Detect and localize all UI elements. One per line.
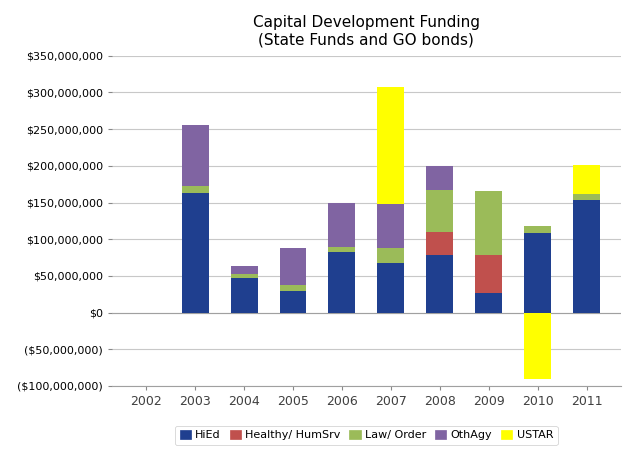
Bar: [476, 255, 502, 293]
Bar: [573, 200, 600, 312]
Bar: [280, 291, 307, 312]
Bar: [426, 232, 453, 255]
Bar: [328, 246, 355, 252]
Title: Capital Development Funding
(State Funds and GO bonds): Capital Development Funding (State Funds…: [253, 15, 480, 48]
Bar: [476, 293, 502, 312]
Bar: [426, 166, 453, 190]
Bar: [182, 193, 209, 312]
Bar: [328, 252, 355, 312]
Bar: [378, 204, 404, 248]
Bar: [280, 285, 307, 291]
Bar: [573, 165, 600, 194]
Bar: [426, 190, 453, 232]
Bar: [426, 255, 453, 312]
Bar: [230, 274, 257, 278]
Bar: [230, 266, 257, 274]
Bar: [378, 263, 404, 312]
Bar: [524, 226, 551, 233]
Legend: HiEd, Healthy/ HumSrv, Law/ Order, OthAgy, USTAR: HiEd, Healthy/ HumSrv, Law/ Order, OthAg…: [175, 426, 557, 445]
Bar: [524, 312, 551, 379]
Bar: [280, 248, 307, 285]
Bar: [182, 186, 209, 193]
Bar: [378, 248, 404, 263]
Bar: [476, 191, 502, 255]
Bar: [328, 203, 355, 246]
Bar: [378, 86, 404, 204]
Bar: [182, 126, 209, 186]
Bar: [230, 278, 257, 312]
Bar: [524, 233, 551, 312]
Bar: [573, 194, 600, 200]
